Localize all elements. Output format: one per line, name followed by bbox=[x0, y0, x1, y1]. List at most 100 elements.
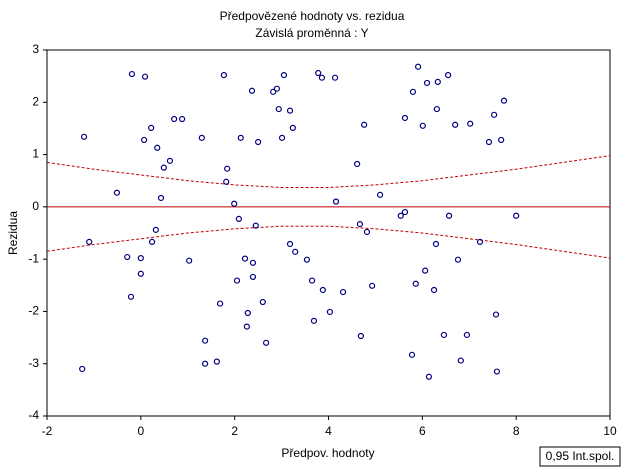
point bbox=[278, 134, 286, 141]
point bbox=[415, 63, 422, 70]
point bbox=[500, 97, 508, 104]
y-tick-label: -1 bbox=[28, 251, 39, 265]
point bbox=[202, 360, 209, 367]
point bbox=[198, 134, 205, 141]
point bbox=[369, 282, 376, 289]
point bbox=[303, 256, 311, 263]
point bbox=[361, 121, 368, 128]
point bbox=[128, 70, 136, 78]
x-tick-label: 6 bbox=[419, 424, 426, 438]
point bbox=[252, 222, 259, 229]
point bbox=[220, 71, 227, 79]
point bbox=[292, 248, 299, 255]
point bbox=[454, 256, 462, 263]
point bbox=[241, 255, 249, 262]
legend-box bbox=[539, 446, 621, 467]
point bbox=[286, 240, 294, 248]
point bbox=[213, 358, 220, 365]
point bbox=[157, 194, 165, 202]
y-tick-label: 3 bbox=[32, 42, 39, 56]
point bbox=[457, 357, 464, 364]
point bbox=[137, 270, 144, 277]
point bbox=[223, 178, 230, 185]
point bbox=[493, 368, 501, 375]
point bbox=[308, 277, 316, 284]
point bbox=[166, 157, 174, 164]
point bbox=[452, 121, 459, 128]
y-tick-label: 2 bbox=[32, 94, 39, 108]
point bbox=[326, 308, 334, 316]
point bbox=[354, 160, 361, 168]
plot-frame bbox=[46, 49, 611, 417]
point bbox=[289, 124, 296, 132]
point bbox=[492, 311, 500, 318]
y-tick-label: 1 bbox=[32, 147, 39, 161]
point bbox=[357, 332, 364, 340]
point bbox=[430, 286, 438, 294]
x-tick-label: 0 bbox=[137, 424, 144, 438]
point bbox=[179, 115, 186, 123]
point bbox=[310, 317, 318, 324]
point bbox=[401, 114, 409, 122]
point bbox=[248, 87, 256, 94]
point bbox=[408, 351, 416, 358]
x-tick-label: 2 bbox=[231, 424, 238, 438]
point bbox=[419, 122, 426, 129]
point bbox=[273, 85, 280, 92]
point bbox=[463, 331, 471, 339]
y-tick-label: -2 bbox=[28, 304, 39, 318]
point bbox=[422, 267, 429, 274]
point bbox=[363, 228, 371, 236]
point bbox=[409, 88, 417, 95]
point bbox=[433, 105, 440, 113]
point bbox=[217, 300, 224, 307]
confidence-lower bbox=[46, 225, 611, 259]
point bbox=[243, 323, 250, 330]
x-tick-label: 4 bbox=[325, 424, 332, 438]
point bbox=[124, 253, 131, 261]
point bbox=[339, 288, 347, 296]
point bbox=[237, 134, 244, 141]
point bbox=[148, 238, 156, 245]
point bbox=[280, 71, 288, 79]
point bbox=[231, 200, 238, 207]
point bbox=[356, 221, 364, 228]
point bbox=[440, 331, 448, 339]
y-tick-label: -3 bbox=[28, 356, 39, 370]
point bbox=[412, 280, 419, 287]
point bbox=[491, 111, 498, 118]
point bbox=[286, 107, 294, 114]
point bbox=[485, 138, 493, 146]
point bbox=[432, 240, 440, 248]
x-tick-label: -2 bbox=[42, 424, 53, 438]
point bbox=[275, 105, 282, 113]
point bbox=[127, 293, 135, 300]
point bbox=[467, 120, 474, 127]
point bbox=[235, 215, 242, 222]
point bbox=[86, 238, 93, 245]
point bbox=[255, 138, 262, 146]
point bbox=[249, 273, 257, 281]
point bbox=[137, 254, 144, 262]
point bbox=[141, 136, 148, 144]
chart-subtitle: Závislá proměnná : Y bbox=[255, 26, 368, 40]
chart-title: Předpovězené hodnoty vs. rezidua bbox=[220, 9, 405, 23]
point bbox=[423, 79, 431, 87]
point bbox=[160, 164, 167, 171]
point bbox=[148, 124, 155, 132]
point bbox=[401, 208, 409, 216]
point bbox=[224, 165, 231, 172]
point bbox=[249, 259, 257, 266]
point bbox=[445, 71, 452, 79]
point bbox=[332, 198, 340, 205]
point bbox=[425, 373, 433, 380]
x-tick-label: 8 bbox=[513, 424, 520, 438]
point bbox=[202, 337, 209, 344]
point bbox=[397, 212, 404, 219]
point bbox=[377, 191, 384, 198]
point bbox=[263, 339, 270, 346]
point bbox=[171, 115, 178, 123]
y-tick-label: 0 bbox=[32, 199, 39, 213]
x-tick-label: 10 bbox=[603, 424, 617, 438]
